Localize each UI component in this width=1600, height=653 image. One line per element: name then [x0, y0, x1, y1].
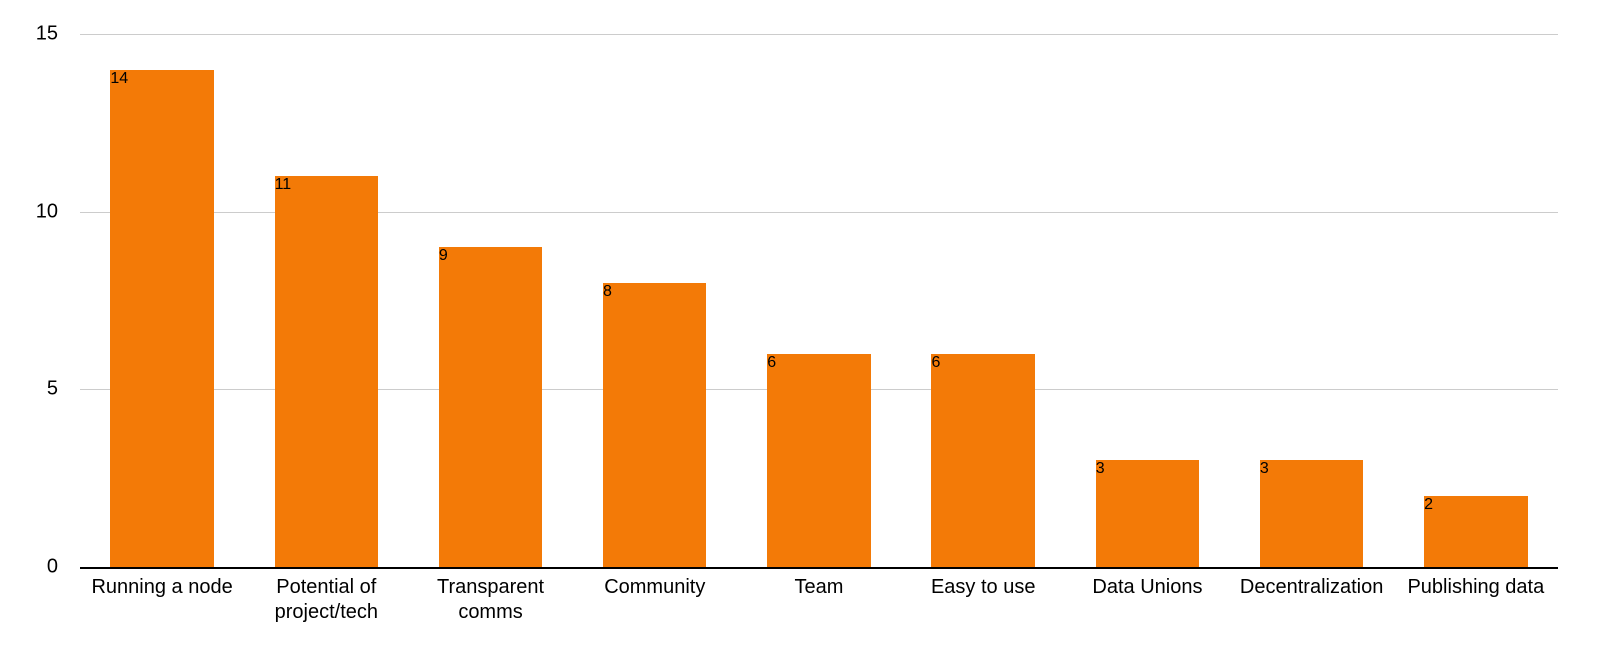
bar-slot: 3	[1065, 34, 1229, 567]
x-tick-label: Community	[602, 575, 707, 625]
bar: 9	[439, 247, 542, 567]
axis-baseline	[80, 567, 1558, 569]
plot-area: 14119866332	[80, 34, 1558, 567]
bar: 8	[603, 283, 706, 567]
x-tick-label: Decentralization	[1238, 575, 1385, 625]
x-tick-label: Running a node	[89, 575, 234, 625]
x-tick-label: Easy to use	[929, 575, 1038, 625]
bar: 2	[1424, 496, 1527, 567]
bar-slot: 2	[1394, 34, 1558, 567]
bar: 3	[1260, 460, 1363, 567]
x-label-slot: Decentralization	[1230, 575, 1394, 625]
x-tick-label: Team	[793, 575, 846, 625]
x-label-slot: Transparent comms	[408, 575, 572, 625]
x-tick-label: Potential of project/tech	[273, 575, 380, 625]
y-tick-label: 15	[36, 23, 58, 46]
bar-slot: 11	[244, 34, 408, 567]
x-label-slot: Team	[737, 575, 901, 625]
bar: 11	[275, 176, 378, 567]
x-label-slot: Community	[573, 575, 737, 625]
x-tick-label: Data Unions	[1090, 575, 1204, 625]
bar-chart: 051015 14119866332 Running a nodePotenti…	[0, 0, 1600, 653]
x-axis-labels: Running a node Potential of project/tech T…	[80, 575, 1558, 625]
x-label-slot: Data Unions	[1065, 575, 1229, 625]
bar: 6	[931, 354, 1034, 567]
x-tick-label: Publishing data	[1405, 575, 1546, 625]
x-tick-label: Transparent comms	[435, 575, 546, 625]
bar: 3	[1096, 460, 1199, 567]
x-label-slot: Potential of project/tech	[244, 575, 408, 625]
bars-container: 14119866332	[80, 34, 1558, 567]
bar-slot: 6	[901, 34, 1065, 567]
bar-slot: 8	[573, 34, 737, 567]
bar-slot: 9	[408, 34, 572, 567]
x-label-slot: Publishing data	[1394, 575, 1558, 625]
bar: 14	[110, 70, 213, 567]
y-tick-label: 10	[36, 200, 58, 223]
bar-slot: 6	[737, 34, 901, 567]
y-tick-label: 0	[47, 556, 58, 579]
bar-slot: 14	[80, 34, 244, 567]
x-label-slot: Easy to use	[901, 575, 1065, 625]
y-tick-label: 5	[47, 378, 58, 401]
bar: 6	[767, 354, 870, 567]
bar-slot: 3	[1230, 34, 1394, 567]
x-label-slot: Running a node	[80, 575, 244, 625]
